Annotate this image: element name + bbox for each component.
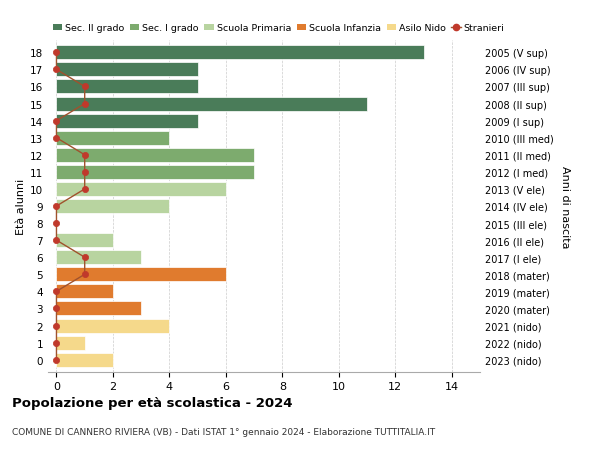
Bar (56, 285, 113, 299)
Legend: Sec. II grado, Sec. I grado, Scuola Primaria, Scuola Infanzia, Asilo Nido, Stran: Sec. II grado, Sec. I grado, Scuola Prim… (53, 24, 505, 34)
Bar (56, 234, 113, 247)
Bar (56, 63, 197, 77)
Bar (56, 268, 226, 282)
Bar (56, 114, 197, 129)
Text: COMUNE DI CANNERO RIVIERA (VB) - Dati ISTAT 1° gennaio 2024 - Elaborazione TUTTI: COMUNE DI CANNERO RIVIERA (VB) - Dati IS… (12, 427, 435, 436)
Bar (56, 166, 254, 179)
Bar (56, 131, 169, 146)
Bar (56, 148, 254, 162)
Bar (56, 251, 141, 265)
Bar (56, 46, 424, 60)
Bar (56, 302, 141, 316)
Bar (56, 97, 367, 112)
Bar (56, 80, 197, 94)
Bar (56, 200, 169, 213)
Y-axis label: Anni di nascita: Anni di nascita (560, 165, 570, 248)
Text: Popolazione per età scolastica - 2024: Popolazione per età scolastica - 2024 (12, 396, 293, 409)
Bar (56, 183, 226, 196)
Bar (56, 353, 113, 367)
Bar (56, 336, 85, 350)
Bar (56, 319, 169, 333)
Y-axis label: Età alunni: Età alunni (16, 179, 26, 235)
